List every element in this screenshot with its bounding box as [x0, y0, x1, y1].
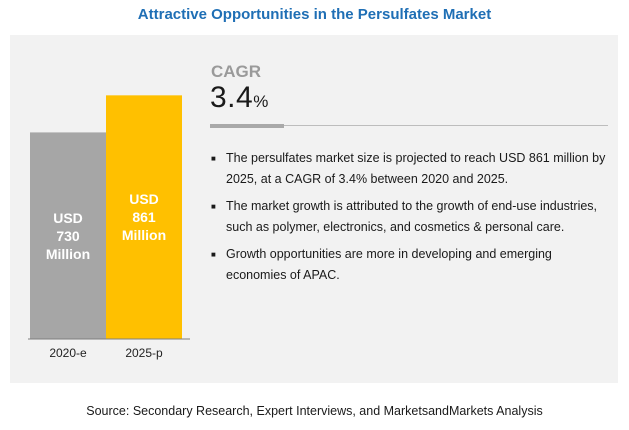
bar-value-label-2020: USD 730 Million: [30, 209, 106, 263]
cagr-value: 3.4%: [210, 81, 269, 115]
x-tick-label-2020: 2020-e: [49, 346, 87, 360]
cagr-label: CAGR: [211, 62, 262, 81]
finding-item: The market growth is attributed to the g…: [210, 196, 606, 238]
bar-2020-e: [30, 132, 106, 339]
x-tick-label-2025: 2025-p: [125, 346, 163, 360]
chart-title: Attractive Opportunities in the Persulfa…: [137, 6, 492, 23]
cagr-underline-accent: [210, 124, 284, 128]
bar-chart: [28, 95, 190, 340]
finding-item: Growth opportunities are more in develop…: [210, 244, 606, 286]
bar-label-line: USD: [129, 191, 159, 208]
bar-label-line: Million: [121, 227, 167, 244]
cagr-unit: %: [253, 92, 269, 111]
content-panel: USD 730 Million USD 861 Million 2020-e 2…: [10, 35, 618, 383]
source-note: Source: Secondary Research, Expert Inter…: [86, 404, 543, 418]
bar-label-line: Million: [45, 245, 91, 262]
bar-label-line: USD: [53, 209, 83, 226]
cagr-underline: [284, 125, 608, 126]
key-findings-list: The persulfates market size is projected…: [210, 148, 606, 292]
bar-value-label-2025: USD 861 Million: [106, 190, 182, 244]
finding-item: The persulfates market size is projected…: [210, 148, 606, 190]
cagr-number: 3.4: [210, 81, 254, 114]
bar-label-line: 861: [132, 209, 156, 226]
bar-label-line: 730: [56, 227, 80, 244]
bar-2025-p: [106, 95, 182, 339]
